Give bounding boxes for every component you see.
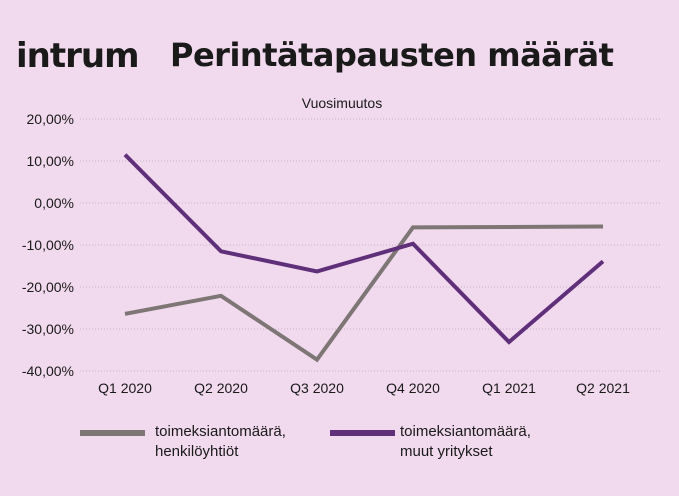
x-tick-label: Q2 2020 (194, 380, 248, 396)
y-tick-label: -40,00% (22, 363, 74, 379)
page-title: Perintätapausten määrät (170, 36, 614, 74)
x-tick-label: Q1 2021 (482, 380, 536, 396)
x-tick-label: Q4 2020 (386, 380, 440, 396)
x-tick-label: Q2 2021 (576, 380, 630, 396)
legend-label: toimeksiantomäärä, muut yritykset (400, 423, 531, 460)
y-tick-label: 10,00% (27, 153, 74, 169)
series-line-muut-yritykset (123, 153, 605, 345)
series-line-henkiloyhtiot (124, 224, 604, 363)
y-tick-label: -30,00% (22, 321, 74, 337)
x-tick-label: Q1 2020 (98, 380, 152, 396)
legend-label: toimeksiantomäärä, henkilöyhtiöt (155, 423, 286, 460)
legend-swatch-purple (330, 430, 395, 436)
x-tick-label: Q3 2020 (290, 380, 344, 396)
intrum-logo: intrum (16, 36, 140, 76)
legend-swatch-gray (80, 430, 145, 436)
y-tick-label: -10,00% (22, 237, 74, 253)
y-tick-label: 0,00% (34, 195, 74, 211)
y-tick-label: -20,00% (22, 279, 74, 295)
y-tick-label: 20,00% (27, 111, 74, 127)
chart-title: Vuosimuutos (302, 95, 382, 111)
